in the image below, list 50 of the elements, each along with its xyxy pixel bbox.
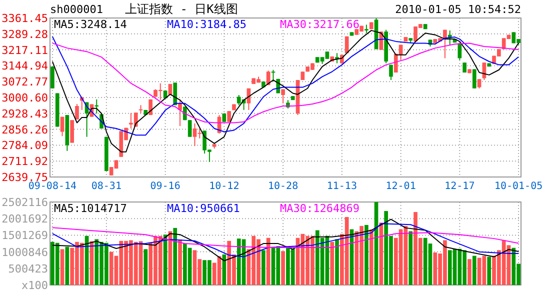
x-tick-label: 11-13 — [326, 181, 357, 192]
y-tick-label: 2928.43 — [2, 107, 48, 120]
y-tick-label: 1501269 — [2, 229, 48, 242]
bar — [178, 240, 182, 285]
y-tick-label: 500423 — [8, 262, 48, 276]
y-tick-label: 1000846 — [2, 246, 48, 259]
bar — [60, 249, 64, 285]
y-tick-label: 2001692 — [2, 212, 48, 226]
x-tick-label: 08-31 — [91, 181, 122, 192]
chart-title: 上证指数 - 日K线图 — [125, 2, 238, 16]
y-tick-label: 2784.09 — [2, 139, 48, 152]
x-tick-label: 09-08-14 — [28, 181, 77, 192]
bar — [487, 256, 492, 285]
bar — [262, 250, 266, 285]
y-tick-label: 3072.77 — [2, 76, 48, 89]
text: MA30:1264869 — [280, 202, 360, 215]
x-tick-label: 10-12 — [209, 181, 240, 192]
text: MA10:950661 — [167, 202, 240, 215]
bar — [364, 224, 368, 285]
y-tick-label: 3217.11 — [2, 44, 48, 57]
y-tick-label: 3289.28 — [2, 28, 48, 41]
bar — [173, 228, 178, 285]
bar — [330, 242, 334, 285]
y-tick-label: x100 — [22, 279, 48, 292]
line-series — [52, 227, 520, 248]
x-tick-label: 10-28 — [268, 181, 298, 192]
text: MA5:3248.14 — [54, 18, 128, 31]
bar — [144, 249, 148, 285]
text: MA5:1014717 — [54, 202, 127, 215]
x-tick-label: 12-17 — [444, 181, 475, 192]
bar — [335, 239, 339, 285]
x-tick-label: 10-01-05 — [494, 181, 543, 192]
bar — [468, 259, 472, 285]
y-tick-label: 3000.60 — [2, 92, 48, 104]
y-tick-label: 3361.45 — [2, 12, 48, 25]
x-tick-label: 12-01 — [386, 181, 416, 192]
y-tick-label: 2711.92 — [2, 155, 48, 168]
bar — [408, 231, 413, 285]
y-tick-label: 2502116 — [2, 196, 48, 209]
y-tick-label: 2856.26 — [2, 123, 48, 136]
text: MA30:3217.66 — [280, 18, 360, 31]
text: 2010-01-05 10:54:52 — [395, 3, 521, 16]
x-tick-label: 09-16 — [150, 181, 180, 192]
bar — [472, 256, 476, 285]
text: MA10:3184.85 — [167, 18, 246, 31]
text: sh000001 — [50, 3, 103, 16]
bar — [369, 230, 374, 285]
bar — [281, 251, 285, 285]
bar — [65, 246, 70, 285]
y-tick-label: 3144.94 — [2, 60, 48, 73]
